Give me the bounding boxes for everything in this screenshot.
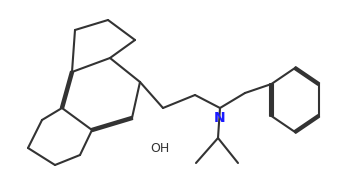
Text: OH: OH xyxy=(150,142,169,155)
Text: N: N xyxy=(214,111,226,125)
